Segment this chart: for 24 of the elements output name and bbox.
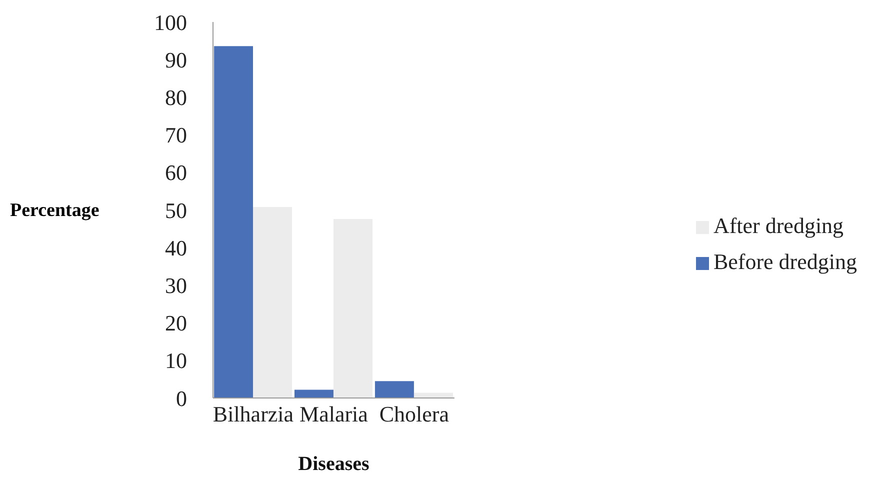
- y-tick-label: 10: [165, 348, 187, 374]
- bar: [414, 392, 453, 398]
- y-tick-label: 70: [165, 122, 187, 148]
- y-tick-label: 50: [165, 198, 187, 223]
- y-axis-title: Percentage: [10, 200, 100, 222]
- y-tick-label: 90: [165, 47, 187, 72]
- y-tick-label: 100: [154, 10, 187, 35]
- y-tick-label: 80: [165, 85, 187, 110]
- bar: [374, 381, 414, 398]
- bar: [253, 206, 292, 398]
- y-tick-label: 40: [165, 235, 187, 260]
- x-tick-label: Cholera: [379, 402, 450, 427]
- legend-label: After dredging: [713, 213, 844, 238]
- legend-label: Before dredging: [713, 249, 857, 274]
- x-axis-title: Diseases: [298, 453, 370, 475]
- x-tick-label: Bilharzia: [212, 402, 294, 427]
- y-tick-label: 30: [165, 273, 187, 298]
- y-tick-label: 0: [176, 386, 187, 411]
- y-tick-label: 20: [165, 310, 187, 336]
- bar: [214, 46, 253, 398]
- bar: [294, 390, 334, 398]
- bar: [333, 219, 372, 398]
- y-tick-label: 60: [165, 160, 187, 186]
- x-tick-label: Malaria: [300, 402, 368, 427]
